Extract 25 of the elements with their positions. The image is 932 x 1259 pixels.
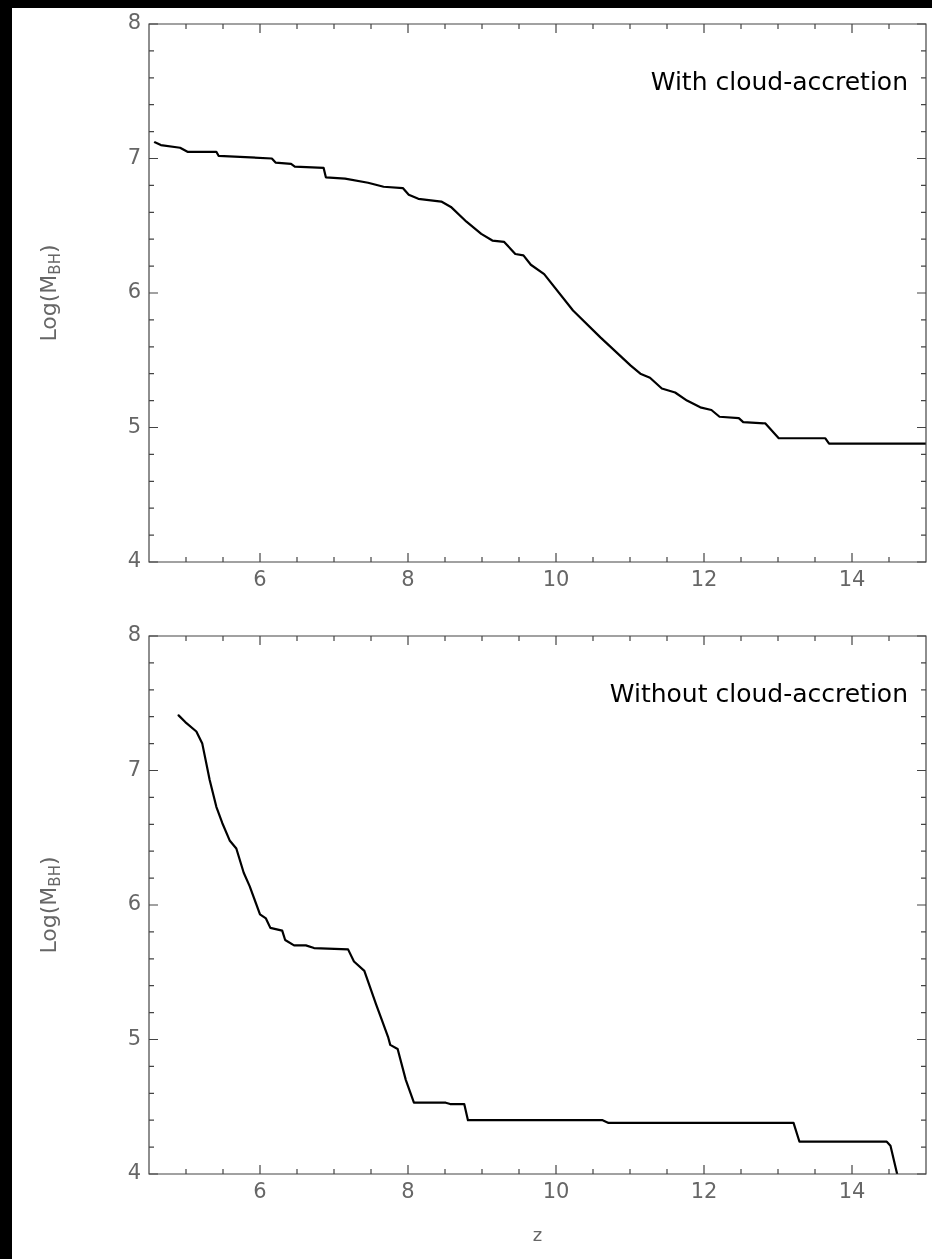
y-tick-label: 4 <box>127 548 141 573</box>
x-tick-label: 12 <box>690 567 718 592</box>
x-tick-label: 14 <box>838 1179 866 1204</box>
x-tick-label: 12 <box>690 1179 718 1204</box>
y-tick-label: 6 <box>127 891 141 916</box>
x-tick-label: 6 <box>253 567 267 592</box>
x-tick-label: 10 <box>542 1179 570 1204</box>
x-tick-label: 14 <box>838 567 866 592</box>
annotation: With cloud-accretion <box>650 67 908 96</box>
y-tick-label: 5 <box>127 413 141 438</box>
x-tick-label: 10 <box>542 567 570 592</box>
y-tick-label: 7 <box>127 756 141 781</box>
x-tick-label: 6 <box>253 1179 267 1204</box>
y-tick-label: 8 <box>127 622 141 647</box>
y-tick-label: 5 <box>127 1025 141 1050</box>
y-axis-title: Log(MBH) <box>35 856 65 954</box>
x-tick-label: 8 <box>401 1179 415 1204</box>
y-tick-label: 6 <box>127 279 141 304</box>
y-tick-label: 7 <box>127 144 141 169</box>
y-tick-label: 8 <box>127 10 141 35</box>
annotation: Without cloud-accretion <box>609 679 908 708</box>
x-axis-title: z <box>532 1223 543 1245</box>
y-axis-title: Log(MBH) <box>35 244 65 342</box>
x-tick-label: 8 <box>401 567 415 592</box>
y-tick-label: 4 <box>127 1160 141 1185</box>
